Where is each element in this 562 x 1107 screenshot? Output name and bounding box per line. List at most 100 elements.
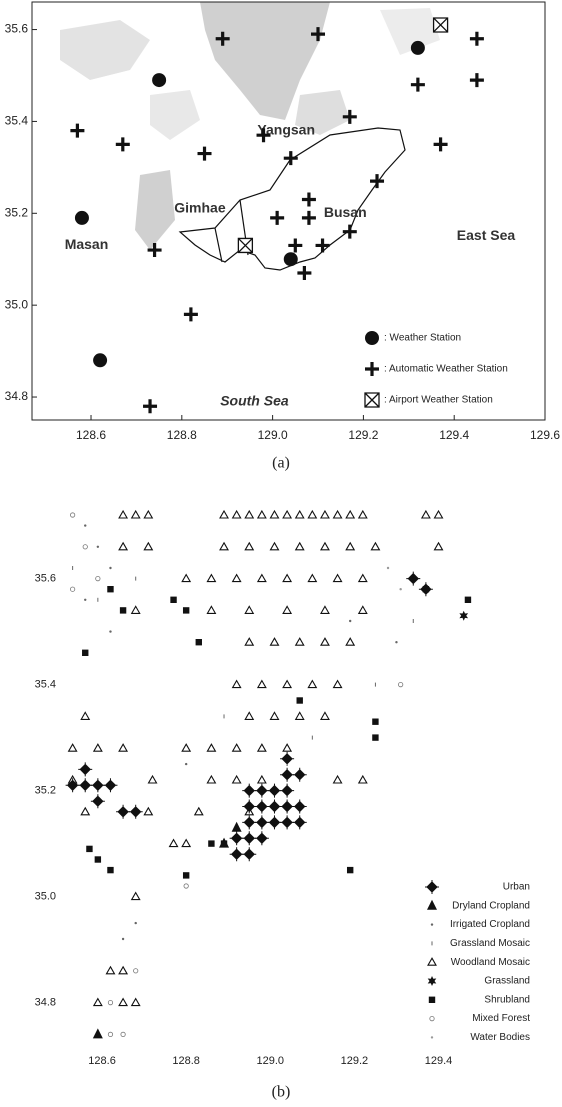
marker-diamond: [91, 778, 105, 792]
marker-open-triangle: [258, 511, 266, 518]
marker-open-triangle: [233, 575, 241, 582]
marker-square: [347, 867, 353, 873]
legend-marker: [430, 1016, 434, 1020]
marker-plus: [297, 266, 311, 280]
marker-diamond: [78, 762, 92, 776]
panel-caption: (b): [272, 1084, 291, 1101]
marker-open-triangle: [245, 511, 253, 518]
marker-open-triangle: [94, 999, 102, 1006]
marker-open-triangle: [435, 511, 443, 518]
marker-open-triangle: [182, 744, 190, 751]
marker-open-triangle: [270, 511, 278, 518]
marker-open-triangle: [132, 606, 140, 613]
marker-ring: [134, 969, 138, 973]
marker-open-triangle: [296, 543, 304, 550]
marker-open-triangle: [359, 511, 367, 518]
marker-open-triangle: [94, 744, 102, 751]
marker-open-triangle: [245, 606, 253, 613]
marker-ring: [83, 545, 87, 549]
marker-ring: [398, 682, 402, 686]
marker-diamond: [255, 831, 269, 845]
marker-plus: [316, 238, 330, 252]
marker-plus: [270, 211, 284, 225]
place-label: East Sea: [457, 227, 516, 243]
y-tick-label: 35.4: [5, 114, 29, 128]
marker-diamond: [267, 800, 281, 814]
marker-dot: [109, 567, 111, 569]
marker-open-triangle: [119, 967, 127, 974]
legend-label: Water Bodies: [470, 1032, 530, 1043]
y-tick-label: 35.6: [5, 22, 29, 36]
legend-marker: [428, 976, 437, 986]
marker-open-triangle: [220, 511, 228, 518]
marker-diamond: [242, 831, 256, 845]
marker-dot: [122, 938, 124, 940]
marker-ring: [108, 1000, 112, 1004]
marker-square: [107, 586, 113, 592]
marker-open-triangle: [334, 575, 342, 582]
legend-label: Grassland: [484, 976, 530, 987]
marker-plus: [470, 73, 484, 87]
y-tick-label: 35.0: [5, 297, 29, 311]
marker-diamond: [116, 805, 130, 819]
x-tick-label: 129.6: [530, 428, 560, 442]
marker-ring: [121, 1032, 125, 1036]
legend-label: Irrigated Cropland: [450, 919, 530, 930]
place-label: South Sea: [220, 392, 289, 408]
marker-open-triangle: [233, 744, 241, 751]
marker-dot: [109, 630, 111, 632]
marker-plus: [116, 137, 130, 151]
y-tick-label: 34.8: [35, 997, 56, 1009]
marker-open-triangle: [119, 511, 127, 518]
marker-plus: [288, 238, 302, 252]
marker-circle: [411, 41, 425, 55]
legend-label: Grassland Mosaic: [450, 938, 530, 949]
marker-ring: [96, 576, 100, 580]
marker-open-triangle: [207, 744, 215, 751]
marker-dot: [349, 620, 351, 622]
marker-diamond: [280, 800, 294, 814]
legend-label: : Automatic Weather Station: [384, 364, 508, 375]
x-tick-label: 129.0: [257, 1055, 285, 1067]
marker-open-triangle: [321, 712, 329, 719]
marker-open-triangle: [258, 744, 266, 751]
marker-diamond: [255, 815, 269, 829]
legend-marker: [429, 997, 435, 1003]
marker-open-triangle: [258, 681, 266, 688]
marker-open-triangle: [270, 543, 278, 550]
place-label: Busan: [324, 204, 367, 220]
marker-open-triangle: [144, 543, 152, 550]
place-label: Masan: [65, 236, 109, 252]
x-tick-label: 128.8: [167, 428, 197, 442]
marker-open-triangle: [144, 511, 152, 518]
marker-diamond: [78, 778, 92, 792]
marker-diamond: [103, 778, 117, 792]
x-tick-label: 128.6: [76, 428, 106, 442]
marker-square: [86, 846, 92, 852]
marker-diamond: [242, 784, 256, 798]
marker-open-triangle: [106, 967, 114, 974]
marker-circle: [152, 73, 166, 87]
marker-open-triangle: [207, 575, 215, 582]
x-tick-label: 129.2: [341, 1055, 369, 1067]
legend-marker: [365, 393, 379, 407]
marker-open-triangle: [144, 808, 152, 815]
marker-open-triangle: [132, 999, 140, 1006]
marker-diamond: [230, 847, 244, 861]
marker-open-triangle: [308, 511, 316, 518]
marker-open-triangle: [233, 511, 241, 518]
x-tick-label: 129.0: [258, 428, 288, 442]
marker-ring: [184, 884, 188, 888]
marker-diamond: [280, 752, 294, 766]
legend-label: Mixed Forest: [472, 1013, 530, 1024]
marker-open-triangle: [69, 744, 77, 751]
marker-open-triangle: [258, 575, 266, 582]
legend-label: Dryland Cropland: [452, 900, 530, 911]
x-tick-label: 128.8: [172, 1055, 200, 1067]
marker-open-triangle: [296, 712, 304, 719]
marker-open-triangle: [233, 776, 241, 783]
marker-circle: [75, 211, 89, 225]
marker-open-triangle: [270, 638, 278, 645]
marker-square: [196, 639, 202, 645]
marker-square: [95, 856, 101, 862]
